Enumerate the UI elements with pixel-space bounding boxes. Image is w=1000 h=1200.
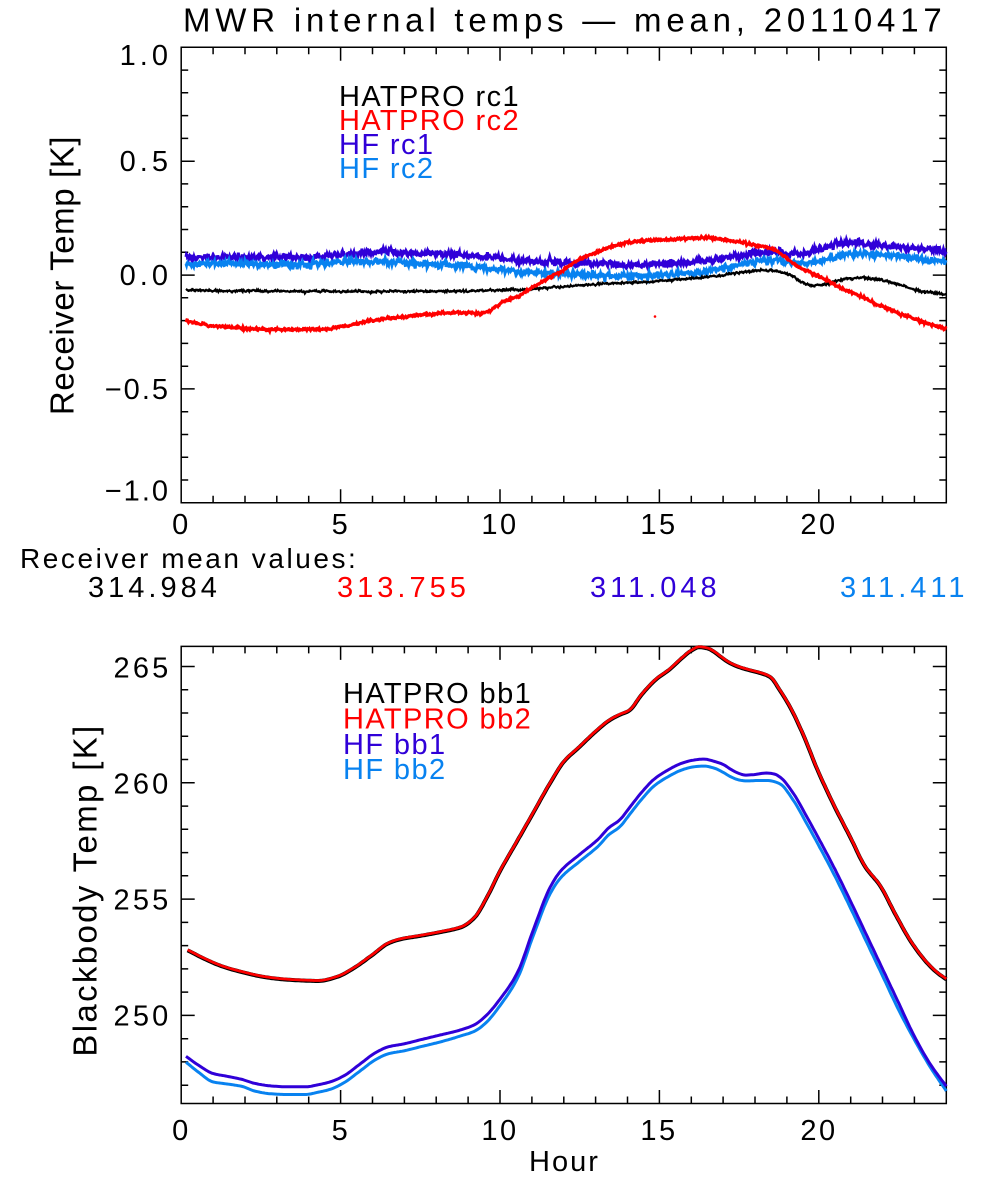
svg-text:HF bb2: HF bb2 [343,754,447,786]
svg-text:20: 20 [800,1115,837,1147]
svg-text:0.0: 0.0 [120,260,172,292]
svg-text:15: 15 [640,509,677,541]
svg-text:Hour: Hour [529,1146,600,1178]
svg-text:255: 255 [114,885,172,917]
svg-text:HATPRO bb1: HATPRO bb1 [343,678,532,710]
svg-text:HATPRO rc2: HATPRO rc2 [339,105,520,137]
svg-text:0: 0 [172,1115,191,1147]
svg-text:HATPRO bb2: HATPRO bb2 [343,704,532,736]
svg-text:15: 15 [640,1115,677,1147]
svg-text:HF rc1: HF rc1 [339,129,434,161]
svg-text:HF rc2: HF rc2 [339,153,434,185]
svg-text:311.048: 311.048 [590,572,721,604]
svg-text:HF bb1: HF bb1 [343,729,447,761]
svg-text:0.5: 0.5 [120,146,172,178]
svg-text:5: 5 [332,1115,351,1147]
svg-text:313.755: 313.755 [337,572,470,604]
svg-text:−0.5: −0.5 [105,374,170,406]
svg-text:0: 0 [172,509,191,541]
svg-text:311.411: 311.411 [840,572,969,604]
svg-text:314.984: 314.984 [88,572,221,604]
svg-text:20: 20 [800,509,837,541]
svg-text:1.0: 1.0 [120,40,172,72]
svg-text:265: 265 [114,653,172,685]
svg-text:−1.0: −1.0 [105,476,170,508]
svg-text:Receiver mean values:: Receiver mean values: [20,543,358,574]
svg-text:Blackbody Temp [K]: Blackbody Temp [K] [67,723,104,1056]
svg-text:10: 10 [481,1115,518,1147]
svg-text:250: 250 [114,1001,172,1033]
svg-text:10: 10 [481,509,518,541]
svg-text:5: 5 [332,509,351,541]
svg-text:HATPRO rc1: HATPRO rc1 [339,81,520,113]
svg-text:Receiver Temp [K]: Receiver Temp [K] [44,136,81,415]
svg-text:MWR internal temps — mean, 201: MWR internal temps — mean, 20110417 [183,2,947,39]
svg-text:260: 260 [114,769,172,801]
